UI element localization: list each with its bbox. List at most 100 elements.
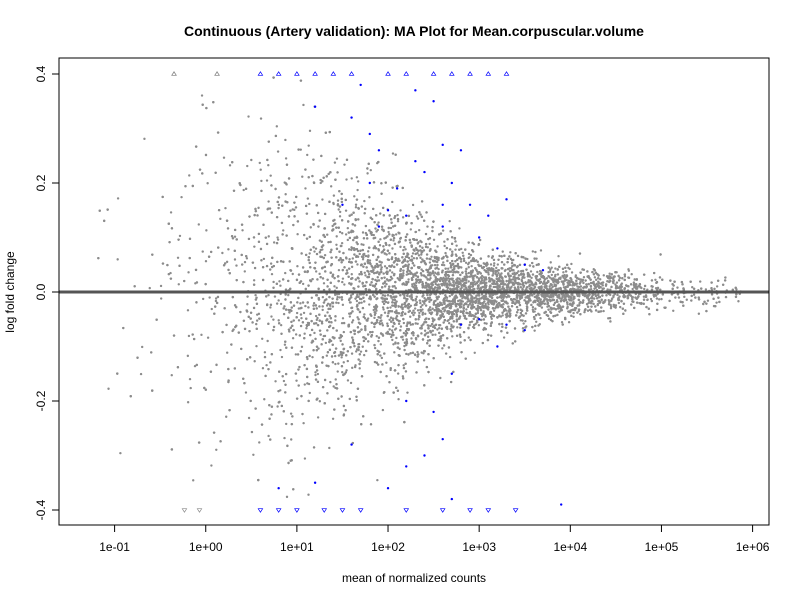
gene-point: [428, 339, 432, 342]
gene-point: [288, 311, 291, 314]
gene-point: [294, 353, 298, 356]
gene-point: [533, 329, 536, 332]
gene-point: [548, 285, 551, 288]
gene-point: [448, 294, 451, 298]
gene-point: [269, 268, 272, 271]
gene-point: [402, 272, 405, 275]
gene-point: [252, 453, 255, 456]
gene-point: [393, 351, 396, 354]
gene-point: [283, 436, 286, 440]
gene-point: [449, 230, 452, 233]
gene-point: [599, 310, 603, 313]
gene-point: [591, 270, 594, 274]
gene-point: [672, 309, 675, 312]
gene-point: [540, 285, 543, 288]
gene-point: [578, 252, 582, 255]
gene-point: [396, 213, 399, 217]
gene-point: [715, 285, 719, 288]
gene-point: [627, 276, 630, 279]
gene-point: [418, 299, 422, 302]
gene-point: [492, 264, 496, 267]
gene-point: [398, 347, 401, 351]
gene-point: [290, 306, 294, 309]
gene-point: [407, 278, 410, 281]
gene-point: [243, 270, 246, 273]
gene-point: [704, 288, 708, 291]
gene-point: [451, 250, 454, 253]
gene-point: [524, 281, 527, 284]
gene-point: [438, 323, 441, 327]
gene-point: [316, 380, 320, 384]
gene-point: [250, 158, 253, 162]
gene-point: [254, 209, 258, 213]
gene-point: [389, 218, 393, 221]
gene-point: [328, 338, 331, 342]
gene-point: [261, 367, 265, 370]
gene-point: [107, 387, 110, 390]
gene-point: [429, 324, 432, 328]
gene-point: [410, 255, 414, 258]
gene-point: [398, 259, 401, 262]
gene-point: [399, 209, 402, 212]
gene-point: [714, 305, 717, 308]
gene-point: [266, 339, 269, 343]
gene-point: [607, 274, 611, 278]
gene-point: [316, 323, 320, 327]
gene-point: [382, 272, 385, 275]
gene-point: [498, 315, 501, 318]
gene-point: [350, 273, 353, 276]
gene-point: [627, 268, 630, 271]
gene-point: [562, 286, 566, 289]
gene-point: [322, 176, 325, 179]
gene-point: [308, 202, 311, 206]
gene-point: [314, 373, 317, 377]
gene-point: [456, 326, 459, 329]
gene-point: [325, 354, 329, 357]
gene-point: [299, 148, 302, 151]
gene-point: [652, 271, 656, 275]
gene-point: [381, 324, 385, 327]
gene-point: [287, 293, 290, 297]
gene-point: [570, 262, 573, 266]
gene-point: [350, 265, 354, 269]
gene-point: [269, 306, 272, 309]
gene-point: [424, 304, 428, 307]
gene-point: [222, 156, 226, 159]
gene-point: [299, 302, 302, 305]
gene-point: [282, 379, 286, 383]
gene-point: [377, 221, 380, 224]
gene-point: [244, 391, 248, 394]
gene-point: [254, 207, 257, 211]
gene-point: [362, 243, 365, 247]
gene-point: [383, 294, 387, 297]
gene-point: [314, 247, 318, 250]
gene-point: [311, 174, 314, 178]
gene-point: [411, 203, 415, 207]
gene-point: [588, 293, 591, 296]
gene-point: [334, 354, 337, 358]
gene-point: [464, 270, 468, 273]
gene-point: [426, 225, 429, 228]
gene-point: [291, 337, 295, 340]
gene-point: [326, 311, 329, 314]
gene-point: [177, 283, 180, 286]
gene-point: [397, 398, 400, 401]
gene-point: [360, 255, 364, 258]
gene-point: [600, 306, 603, 309]
gene-point: [321, 385, 325, 389]
gene-point: [302, 311, 306, 315]
gene-point: [303, 332, 306, 335]
gene-point: [359, 350, 363, 353]
gene-point: [178, 234, 182, 238]
gene-point: [676, 286, 679, 289]
gene-point: [228, 272, 231, 275]
gene-point: [413, 307, 417, 310]
gene-point: [282, 312, 286, 316]
gene-point: [195, 301, 198, 304]
gene-point: [360, 328, 363, 331]
gene-point: [205, 229, 208, 232]
gene-point: [433, 263, 437, 267]
gene-point: [395, 336, 398, 340]
gene-point: [470, 264, 473, 268]
